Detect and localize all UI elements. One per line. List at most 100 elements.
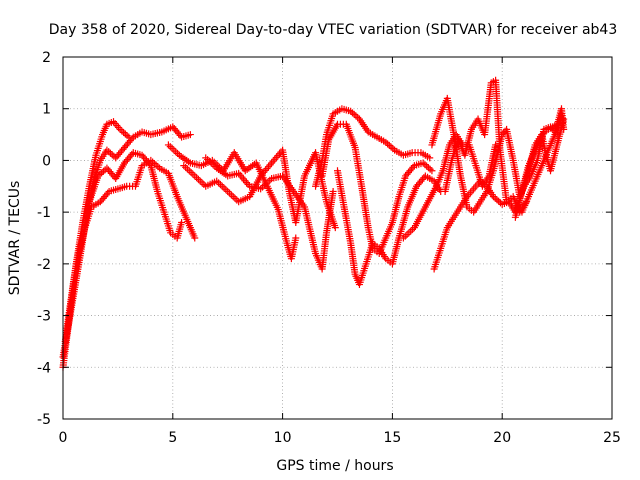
data-point	[269, 157, 277, 165]
series-arc-5	[164, 141, 300, 263]
data-point	[385, 141, 393, 149]
data-point	[185, 167, 193, 175]
data-point	[560, 115, 568, 123]
y-axis-title: SDTVAR / TECUs	[7, 181, 23, 296]
data-point	[387, 143, 395, 151]
data-point	[271, 155, 279, 163]
data-point	[178, 218, 186, 226]
y-tick-label: 0	[42, 153, 51, 169]
chart-title: Day 358 of 2020, Sidereal Day-to-day VTE…	[49, 22, 618, 38]
data-point	[352, 112, 360, 120]
data-point	[236, 171, 244, 179]
data-point	[224, 187, 232, 195]
x-tick-label: 20	[493, 430, 511, 446]
data-point	[405, 229, 413, 237]
data-point	[118, 127, 126, 135]
data-point	[331, 224, 339, 232]
x-tick-label: 25	[603, 430, 621, 446]
data-point	[491, 194, 499, 202]
plot-frame	[62, 56, 613, 420]
data-point	[176, 131, 184, 139]
data-point	[106, 149, 114, 157]
series-arc-9	[318, 120, 436, 258]
data-point	[220, 184, 228, 192]
data-point	[121, 130, 129, 138]
data-point	[496, 199, 504, 207]
data-point	[227, 191, 235, 199]
data-point	[492, 141, 500, 149]
axis-ticks	[62, 56, 613, 420]
data-point	[196, 177, 204, 185]
data-point	[241, 177, 249, 185]
data-point	[261, 166, 269, 174]
y-tick-label: 1	[42, 102, 51, 118]
x-tick-label: 0	[59, 430, 68, 446]
data-point	[193, 174, 201, 182]
data-point	[421, 161, 429, 169]
data-point	[424, 164, 432, 172]
data-point	[215, 179, 223, 187]
data-point	[226, 189, 234, 197]
data-point	[128, 135, 136, 143]
series-arc-10	[334, 167, 445, 289]
x-tick-label: 5	[168, 430, 177, 446]
x-tick-label: 15	[383, 430, 401, 446]
series-arc-8	[312, 105, 434, 190]
x-axis-title: GPS time / hours	[276, 458, 393, 474]
data-point	[268, 159, 276, 167]
data-point	[264, 163, 272, 171]
data-point	[98, 169, 106, 177]
data-point	[191, 172, 199, 180]
data-point	[272, 153, 280, 161]
y-tick-label: -2	[37, 257, 51, 273]
data-point	[238, 173, 246, 181]
data-point	[123, 132, 131, 140]
series-arc-7	[202, 154, 337, 273]
data-point	[239, 175, 247, 183]
data-point	[426, 154, 434, 162]
data-point	[194, 175, 202, 183]
data-point	[183, 165, 191, 173]
data-point	[229, 193, 237, 201]
data-point	[128, 150, 136, 158]
data-point	[243, 179, 251, 187]
data-point	[428, 167, 436, 175]
data-point	[200, 181, 208, 189]
data-point	[218, 182, 226, 190]
data-point	[189, 170, 197, 178]
data-point	[266, 161, 274, 169]
data-point	[329, 187, 337, 195]
data-point	[274, 152, 282, 160]
data-point	[186, 131, 194, 139]
y-tick-label: -4	[37, 360, 51, 376]
data-point	[108, 151, 116, 159]
data-point	[104, 189, 112, 197]
series-arc-13	[441, 76, 530, 216]
data-point	[263, 165, 271, 173]
data-point	[172, 148, 180, 156]
y-tick-label: 2	[42, 50, 51, 66]
data-point	[166, 143, 174, 151]
data-point	[409, 163, 417, 171]
data-point	[164, 141, 172, 149]
series-arc-16	[511, 115, 568, 221]
data-point	[407, 227, 415, 235]
data-point	[233, 196, 241, 204]
data-points	[59, 76, 568, 371]
data-point	[191, 234, 199, 242]
series-arc-1	[59, 118, 133, 371]
data-point	[120, 129, 128, 137]
data-point	[350, 110, 358, 118]
data-point	[426, 165, 434, 173]
data-point	[168, 144, 176, 152]
series-arc-4	[63, 156, 199, 330]
data-point	[222, 186, 230, 194]
y-tick-label: -1	[37, 205, 51, 221]
data-point	[493, 196, 501, 204]
series-arc-6	[180, 146, 339, 232]
data-point	[187, 168, 195, 176]
y-tick-label: -3	[37, 309, 51, 325]
data-point	[403, 231, 411, 239]
